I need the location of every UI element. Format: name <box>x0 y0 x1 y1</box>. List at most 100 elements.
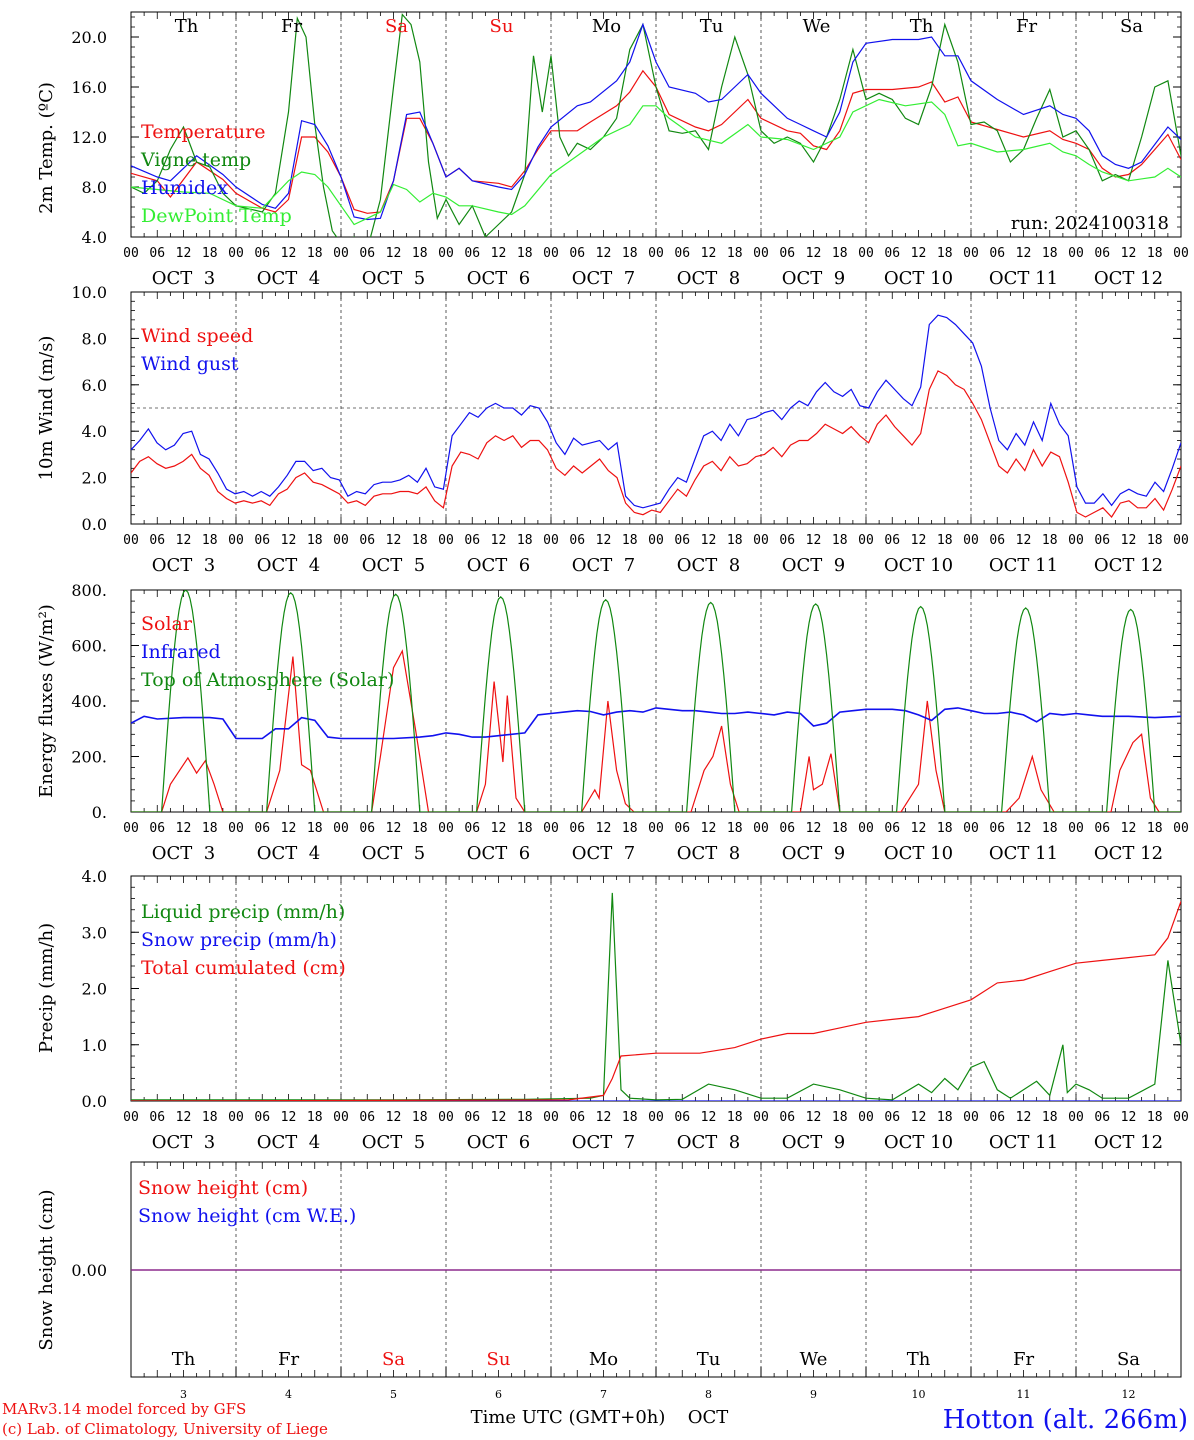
x-date-label: OCT 10 <box>884 843 953 864</box>
x-hour-label: 06 <box>989 246 1005 261</box>
x-hour-label: 06 <box>569 533 585 548</box>
y-tick-label: 0.0 <box>82 515 107 534</box>
x-hour-label: 06 <box>1094 821 1110 836</box>
x-hour-label: 00 <box>753 821 769 836</box>
weekday-label: Th <box>910 16 934 37</box>
legend-entry: Vigne temp <box>140 149 251 171</box>
x-hour-label: 06 <box>674 1110 690 1125</box>
y-tick-label: 6.0 <box>82 376 107 395</box>
x-hour-label: 18 <box>622 821 638 836</box>
legend-entry: DewPoint Temp <box>141 205 292 227</box>
x-hour-label: 18 <box>202 1110 218 1125</box>
x-date-label: OCT 7 <box>572 268 635 289</box>
x-hour-label: 12 <box>386 1110 402 1125</box>
legend-entry: Infrared <box>141 641 221 663</box>
x-hour-label: 06 <box>779 821 795 836</box>
x-hour-label: 06 <box>359 1110 375 1125</box>
weekday-label: Sa <box>1120 16 1143 37</box>
x-hour-label: 00 <box>1173 533 1189 548</box>
x-date-label: OCT 4 <box>257 268 320 289</box>
x-date-label: OCT 11 <box>989 268 1058 289</box>
x-hour-label: 18 <box>412 246 428 261</box>
x-hour-label: 00 <box>438 1110 454 1125</box>
x-hour-label: 06 <box>884 246 900 261</box>
weekday-label: Tu <box>697 1349 721 1370</box>
series-line-vigne-temp <box>131 13 1181 237</box>
weekday-label: Fr <box>1013 1349 1034 1370</box>
series-group <box>131 13 1181 237</box>
x-hour-label: 18 <box>202 533 218 548</box>
x-hour-label: 18 <box>307 1110 323 1125</box>
series-line-humidex <box>131 22 1181 221</box>
x-hour-label: 00 <box>543 533 559 548</box>
x-axis-label: Time UTC (GMT+0h) <box>471 1407 666 1428</box>
credit-line: (c) Lab. of Climatology, University of L… <box>2 1420 328 1438</box>
y-tick-label: 4.0 <box>82 867 107 886</box>
x-hour-label: 12 <box>176 1110 192 1125</box>
x-hour-label: 06 <box>1094 1110 1110 1125</box>
weekday-label: Mo <box>589 1349 618 1370</box>
x-hour-label: 18 <box>412 821 428 836</box>
x-hour-label: 18 <box>1042 1110 1058 1125</box>
x-date-label: OCT 11 <box>989 843 1058 864</box>
x-hour-label: 12 <box>701 533 717 548</box>
x-date-label: OCT 3 <box>152 268 215 289</box>
x-hour-label: 00 <box>123 533 139 548</box>
x-hour-label: 18 <box>622 533 638 548</box>
x-hour-label: 00 <box>543 246 559 261</box>
x-hour-label: 18 <box>517 533 533 548</box>
x-hour-label: 18 <box>1147 1110 1163 1125</box>
y-tick-label: 16.0 <box>71 78 107 97</box>
x-hour-label: 18 <box>412 533 428 548</box>
x-date-label: OCT 5 <box>362 843 425 864</box>
x-hour-label: 18 <box>937 246 953 261</box>
x-hour-label: 00 <box>333 246 349 261</box>
x-hour-label: 00 <box>1068 246 1084 261</box>
day-number-label: 4 <box>285 1388 292 1401</box>
panel-snow: 0.00 Snow height (cm) Snow height (cm) Snow… <box>36 1161 1182 1401</box>
x-hour-label: 12 <box>491 246 507 261</box>
weekday-label: Th <box>907 1349 931 1370</box>
x-hour-label: 06 <box>884 533 900 548</box>
series-group <box>131 892 1181 1101</box>
y-tick-label: 8.0 <box>82 178 107 197</box>
x-hour-label: 12 <box>281 1110 297 1125</box>
x-hour-label: 12 <box>701 246 717 261</box>
x-hour-label: 00 <box>963 1110 979 1125</box>
y-tick-label: 4.0 <box>82 422 107 441</box>
day-number-label: 11 <box>1017 1388 1031 1401</box>
x-hour-label: 12 <box>491 1110 507 1125</box>
x-hour-label: 06 <box>884 821 900 836</box>
x-hour-label: 00 <box>1068 1110 1084 1125</box>
x-hour-label: 12 <box>386 246 402 261</box>
x-date-label: OCT 12 <box>1094 843 1163 864</box>
x-date-label: OCT 3 <box>152 1132 215 1153</box>
weekday-label: Su <box>490 16 514 37</box>
x-hour-label: 18 <box>832 246 848 261</box>
series-line-infrared <box>131 707 1181 740</box>
series-line-total-cumulated-cm- <box>131 901 1181 1101</box>
x-hour-label: 06 <box>359 533 375 548</box>
x-hour-label: 12 <box>911 821 927 836</box>
x-hour-label: 00 <box>648 533 664 548</box>
y-tick-label: 2.0 <box>82 469 107 488</box>
weekday-label: Fr <box>1016 16 1037 37</box>
day-number-label: 12 <box>1122 1388 1136 1401</box>
x-hour-label: 18 <box>937 821 953 836</box>
x-hour-label: 00 <box>753 246 769 261</box>
x-hour-label: 00 <box>648 1110 664 1125</box>
panel-temperature: 4.0 8.0 12.0 16.0 20.0 2m Temp. (ºC) Temperatu… <box>36 11 1189 289</box>
x-hour-label: 06 <box>779 533 795 548</box>
weekday-label: Fr <box>278 1349 299 1370</box>
panel-wind: 0.0 2.0 4.0 6.0 8.0 10.0 10m Wind (m/s) Wind sp… <box>36 283 1189 576</box>
x-hour-label: 00 <box>438 246 454 261</box>
x-date-label: OCT 5 <box>362 555 425 576</box>
x-hour-label: 12 <box>1016 246 1032 261</box>
x-date-label: OCT 4 <box>257 843 320 864</box>
weekday-label: Tu <box>700 16 724 37</box>
x-date-label: OCT 12 <box>1094 1132 1163 1153</box>
x-hour-label: 00 <box>753 1110 769 1125</box>
x-hour-label: 12 <box>1121 533 1137 548</box>
x-hour-label: 06 <box>569 821 585 836</box>
x-date-label: OCT 10 <box>884 1132 953 1153</box>
